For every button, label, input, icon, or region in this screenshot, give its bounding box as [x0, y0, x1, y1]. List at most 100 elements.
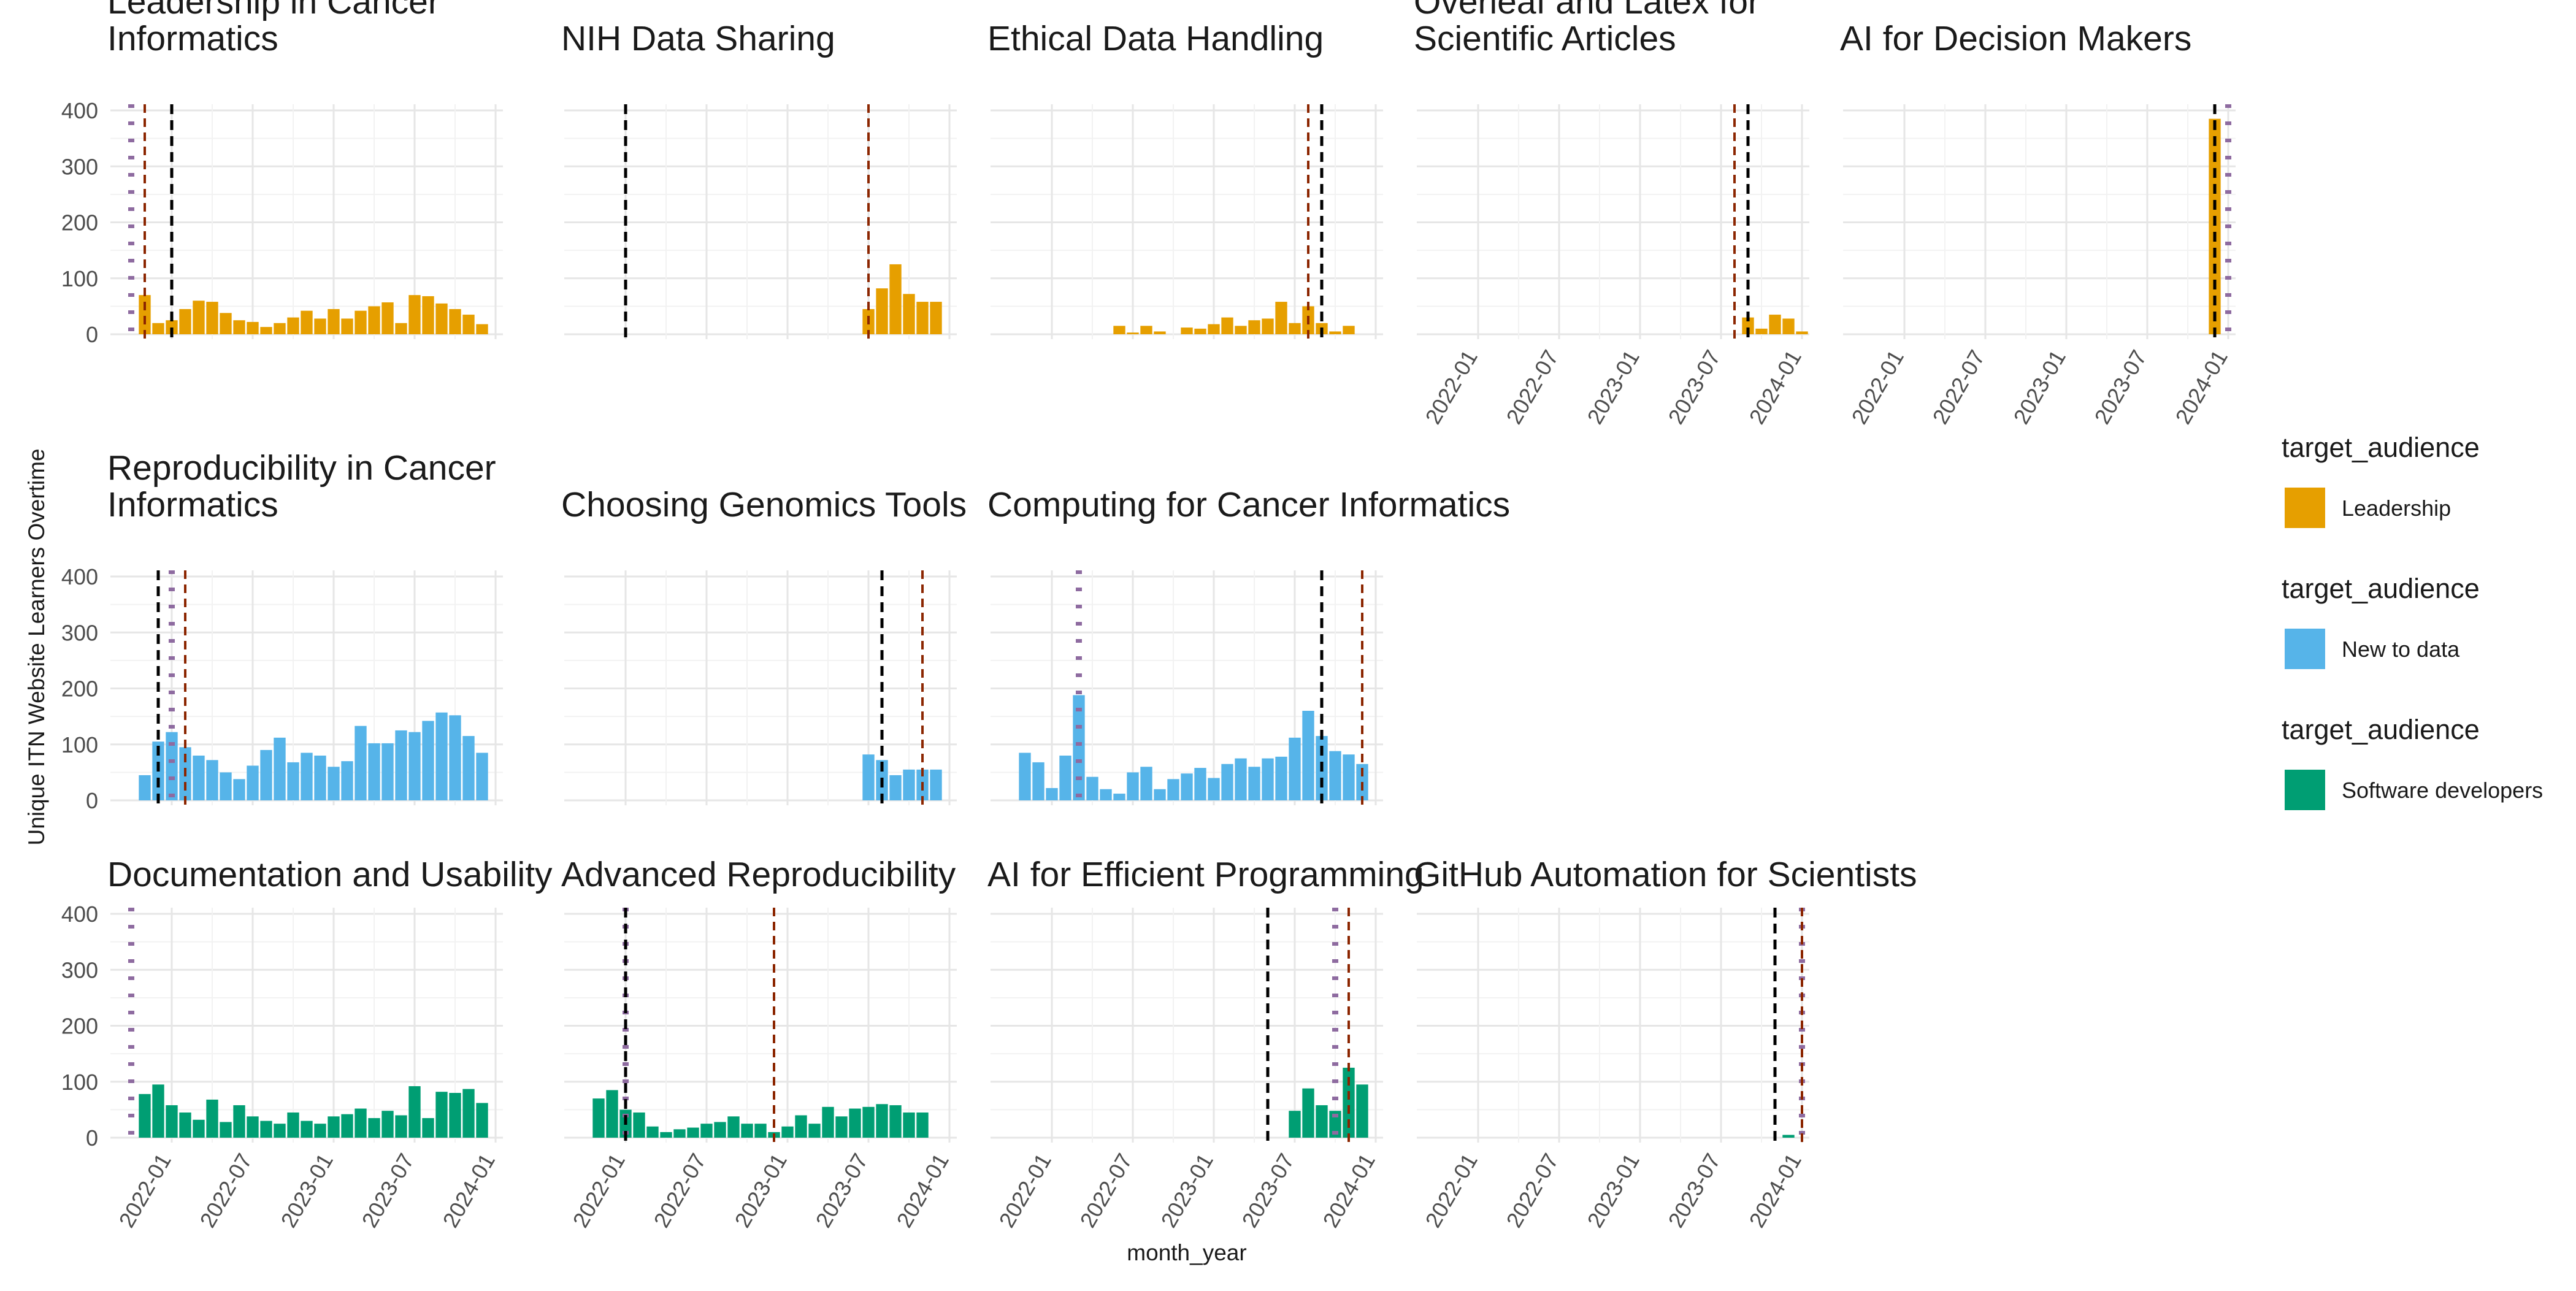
- bar-computing-for-cancer-informatics: [1343, 754, 1355, 800]
- bar-leadership-in-cancer-informatics: [408, 295, 421, 334]
- bar-advanced-reproducibility: [660, 1132, 672, 1138]
- bar-documentation-and-usability: [328, 1116, 340, 1138]
- bar-leadership-in-cancer-informatics: [206, 302, 218, 334]
- bar-nih-data-sharing: [930, 302, 942, 334]
- bar-leadership-in-cancer-informatics: [435, 303, 448, 334]
- bar-advanced-reproducibility: [754, 1124, 767, 1138]
- bar-leadership-in-cancer-informatics: [314, 318, 326, 334]
- bar-ethical-data-handling: [1113, 326, 1125, 334]
- x-tick-label: 2023-07: [1236, 1149, 1299, 1232]
- y-tick-label: 0: [86, 322, 98, 347]
- bar-computing-for-cancer-informatics: [1046, 787, 1058, 800]
- bar-documentation-and-usability: [274, 1124, 286, 1138]
- bar-documentation-and-usability: [206, 1099, 218, 1138]
- x-tick-label: 2022-07: [1501, 1149, 1563, 1232]
- bar-ai-for-efficient-programming: [1356, 1084, 1368, 1138]
- legend-title: target_audience: [2282, 714, 2480, 745]
- bar-computing-for-cancer-informatics: [1221, 764, 1233, 800]
- bar-leadership-in-cancer-informatics: [476, 324, 488, 334]
- bar-ethical-data-handling: [1208, 324, 1220, 334]
- bar-overleaf-and-latex-for-scientific-articles: [1755, 328, 1768, 334]
- x-tick-label: 2023-07: [1663, 346, 1725, 429]
- legend-swatch: [2285, 488, 2325, 528]
- bar-reproducibility-in-cancer-informatics: [381, 743, 394, 800]
- bar-leadership-in-cancer-informatics: [449, 308, 461, 334]
- bar-reproducibility-in-cancer-informatics: [449, 715, 461, 800]
- bar-computing-for-cancer-informatics: [1086, 776, 1098, 800]
- bar-ethical-data-handling: [1221, 317, 1233, 334]
- bar-computing-for-cancer-informatics: [1167, 779, 1179, 800]
- bar-documentation-and-usability: [139, 1094, 151, 1138]
- bar-computing-for-cancer-informatics: [1235, 758, 1247, 800]
- bar-reproducibility-in-cancer-informatics: [422, 721, 434, 800]
- legend-title: target_audience: [2282, 573, 2480, 604]
- bar-computing-for-cancer-informatics: [1140, 767, 1152, 800]
- bar-choosing-genomics-tools: [930, 769, 942, 800]
- panel-title: NIH Data Sharing: [561, 19, 835, 58]
- bar-documentation-and-usability: [301, 1121, 313, 1138]
- bar-overleaf-and-latex-for-scientific-articles: [1796, 331, 1808, 334]
- y-tick-label: 0: [86, 788, 98, 813]
- bar-reproducibility-in-cancer-informatics: [193, 756, 205, 800]
- bar-reproducibility-in-cancer-informatics: [247, 765, 259, 800]
- bar-leadership-in-cancer-informatics: [260, 327, 272, 334]
- legend-label: Leadership: [2342, 496, 2451, 521]
- x-tick-label: 2022-01: [1420, 1149, 1482, 1232]
- panel-title: AI for Decision Makers: [1840, 19, 2191, 58]
- bar-advanced-reproducibility: [741, 1124, 753, 1138]
- x-tick-label: 2022-01: [994, 1149, 1056, 1232]
- y-tick-label: 400: [61, 98, 98, 123]
- bar-advanced-reproducibility: [876, 1104, 888, 1138]
- bar-advanced-reproducibility: [592, 1098, 605, 1138]
- bar-advanced-reproducibility: [808, 1124, 821, 1138]
- bar-advanced-reproducibility: [862, 1106, 875, 1138]
- x-tick-label: 2023-01: [2008, 346, 2071, 429]
- y-tick-label: 400: [61, 564, 98, 589]
- bar-documentation-and-usability: [193, 1119, 205, 1138]
- bar-computing-for-cancer-informatics: [1113, 794, 1125, 800]
- bar-advanced-reproducibility: [673, 1129, 686, 1138]
- bar-leadership-in-cancer-informatics: [193, 301, 205, 334]
- panel-title: Choosing Genomics Tools: [561, 485, 967, 524]
- x-tick-label: 2023-07: [2089, 346, 2152, 429]
- legend-label: Software developers: [2342, 778, 2543, 803]
- x-tick-label: 2023-07: [810, 1149, 873, 1232]
- y-tick-label: 100: [61, 266, 98, 291]
- y-axis-title: Unique ITN Website Learners Overtime: [24, 448, 49, 845]
- bar-advanced-reproducibility: [700, 1124, 713, 1138]
- bar-ethical-data-handling: [1181, 328, 1193, 334]
- bar-ethical-data-handling: [1275, 302, 1287, 334]
- x-tick-label: 2024-01: [891, 1149, 954, 1232]
- bar-computing-for-cancer-informatics: [1154, 789, 1166, 800]
- bar-ai-for-decision-makers: [2209, 118, 2221, 334]
- bar-advanced-reproducibility: [687, 1127, 699, 1138]
- panel-title: Reproducibility in Cancer Informatics: [107, 448, 496, 524]
- bar-leadership-in-cancer-informatics: [247, 321, 259, 334]
- bar-computing-for-cancer-informatics: [1302, 711, 1314, 800]
- bar-reproducibility-in-cancer-informatics: [301, 753, 313, 800]
- bar-overleaf-and-latex-for-scientific-articles: [1769, 315, 1781, 334]
- bar-ethical-data-handling: [1248, 320, 1260, 334]
- x-tick-label: 2022-01: [1846, 346, 1909, 429]
- bar-documentation-and-usability: [314, 1124, 326, 1138]
- bar-advanced-reproducibility: [849, 1108, 861, 1138]
- bar-ai-for-efficient-programming: [1316, 1105, 1328, 1138]
- bar-nih-data-sharing: [876, 288, 888, 334]
- bar-computing-for-cancer-informatics: [1059, 756, 1071, 800]
- bar-advanced-reproducibility: [916, 1112, 929, 1138]
- bar-documentation-and-usability: [368, 1118, 380, 1138]
- bar-reproducibility-in-cancer-informatics: [274, 737, 286, 800]
- bar-reproducibility-in-cancer-informatics: [166, 732, 178, 800]
- bar-reproducibility-in-cancer-informatics: [395, 730, 407, 800]
- bar-leadership-in-cancer-informatics: [462, 315, 475, 334]
- bar-leadership-in-cancer-informatics: [328, 308, 340, 334]
- panel-title: Documentation and Usability: [107, 855, 553, 894]
- bar-nih-data-sharing: [916, 302, 929, 334]
- x-tick-label: 2023-01: [1582, 1149, 1644, 1232]
- bar-documentation-and-usability: [287, 1112, 299, 1138]
- bar-documentation-and-usability: [449, 1093, 461, 1138]
- legend-swatch: [2285, 770, 2325, 810]
- bar-documentation-and-usability: [381, 1111, 394, 1138]
- bar-ethical-data-handling: [1154, 331, 1166, 334]
- bar-choosing-genomics-tools: [903, 769, 915, 800]
